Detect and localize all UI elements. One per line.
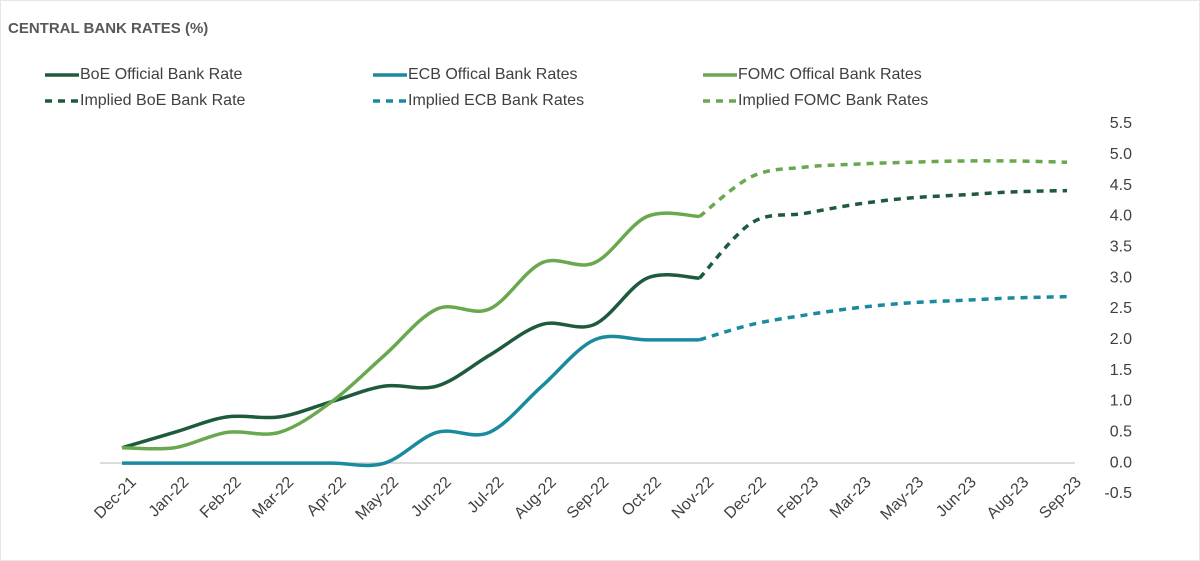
- y-tick-label: 3.5: [1110, 239, 1132, 256]
- legend-label: BoE Official Bank Rate: [80, 66, 243, 83]
- legend-label: FOMC Offical Bank Rates: [738, 66, 922, 83]
- series-line: [121, 273, 700, 450]
- y-tick-label: 0.0: [1110, 454, 1132, 471]
- chart-title: CENTRAL BANK RATES (%): [8, 20, 208, 37]
- series-line: [698, 159, 1068, 218]
- y-tick-label: 2.0: [1110, 331, 1132, 348]
- y-tick-label: 1.5: [1110, 362, 1132, 379]
- y-tick-label: 3.0: [1110, 269, 1132, 286]
- series-line: [121, 211, 700, 451]
- legend-label: ECB Offical Bank Rates: [408, 66, 578, 83]
- y-tick-label: -0.5: [1104, 485, 1132, 502]
- legend-label: Implied FOMC Bank Rates: [738, 92, 928, 109]
- y-tick-label: 4.0: [1110, 208, 1132, 225]
- y-tick-label: 1.0: [1110, 393, 1132, 410]
- y-tick-label: 0.5: [1110, 424, 1132, 441]
- series-line: [699, 294, 1068, 342]
- y-tick-label: 4.5: [1110, 177, 1132, 194]
- series-line: [122, 334, 700, 468]
- y-tick-label: 5.0: [1110, 146, 1132, 163]
- y-tick-label: 5.5: [1110, 115, 1132, 132]
- legend-label: Implied ECB Bank Rates: [408, 92, 584, 109]
- legend-label: Implied BoE Bank Rate: [80, 92, 246, 109]
- y-tick-label: 2.5: [1110, 300, 1132, 317]
